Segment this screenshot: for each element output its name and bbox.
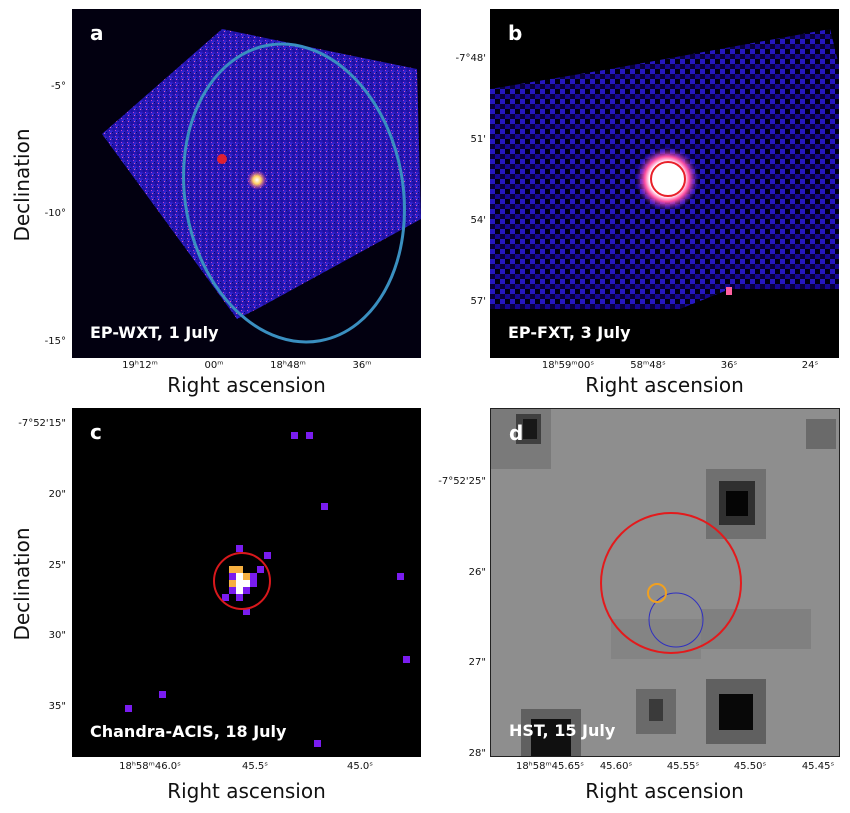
hst-image	[491, 409, 839, 756]
ytick: -5°	[51, 81, 66, 92]
ytick: -7°52'15"	[18, 418, 66, 429]
ytick: 35"	[48, 701, 66, 712]
ytick: 20"	[48, 489, 66, 500]
xtick: 24ˢ	[801, 360, 819, 371]
star-bottom-right	[706, 679, 766, 744]
ytick: 26"	[468, 567, 486, 578]
transient-source	[635, 147, 699, 211]
y-axis-label: Declination	[10, 527, 34, 641]
orange-position-circle	[647, 583, 667, 603]
blue-error-circle	[648, 592, 704, 648]
star-upper-right	[706, 469, 766, 539]
fxt-image	[490, 9, 839, 358]
ytick: -7°52'25"	[438, 476, 486, 487]
ytick: 57'	[470, 296, 486, 307]
panel-letter: a	[90, 21, 104, 45]
panel-letter: b	[508, 21, 523, 45]
panel-a-ep-wxt: a EP-WXT, 1 July	[72, 9, 421, 358]
ytick: -15°	[44, 336, 66, 347]
star-top-right	[806, 419, 836, 449]
xtick: 19ʰ12ᵐ	[122, 360, 158, 371]
ytick: 54'	[470, 215, 486, 226]
ytick: -7°48'	[455, 53, 486, 64]
xtick: 00ᵐ	[204, 360, 224, 371]
ytick: 30"	[48, 630, 66, 641]
red-error-circle	[600, 512, 742, 654]
source-core	[229, 566, 250, 594]
wxt-image	[72, 9, 421, 358]
xtick: 18ʰ58ᵐ46.0ˢ	[119, 761, 181, 772]
panel-caption: EP-FXT, 3 July	[508, 323, 631, 342]
xtick: 45.45ˢ	[801, 761, 835, 772]
ytick: 51'	[470, 134, 486, 145]
panel-c-chandra: c Chandra-ACIS, 18 July	[72, 408, 421, 757]
star-bottom-center	[636, 689, 676, 734]
panel-letter: d	[509, 421, 524, 445]
xtick: 18ʰ59ᵐ00ˢ	[541, 360, 595, 371]
panel-d-hst: d HST, 15 July	[490, 408, 840, 757]
y-axis-label: Declination	[10, 128, 34, 242]
star-top-left	[491, 409, 551, 469]
faint-source	[726, 287, 732, 295]
xtick: 45.50ˢ	[733, 761, 767, 772]
xtick: 45.60ˢ	[599, 761, 633, 772]
x-axis-label: Right ascension	[167, 373, 326, 397]
ytick: 25"	[48, 560, 66, 571]
transient-source	[247, 170, 267, 190]
xtick: 45.55ˢ	[666, 761, 700, 772]
xtick: 36ᵐ	[352, 360, 372, 371]
xtick: 58ᵐ48ˢ	[630, 360, 666, 371]
star-bottom-left	[521, 709, 581, 756]
panel-caption: EP-WXT, 1 July	[90, 323, 219, 342]
ytick: -10°	[44, 208, 66, 219]
xtick: 45.5ˢ	[242, 761, 268, 772]
xtick: 45.0ˢ	[347, 761, 373, 772]
xtick: 18ʰ48ᵐ	[270, 360, 306, 371]
chandra-image	[72, 408, 421, 757]
panel-letter: c	[90, 420, 102, 444]
source-circle	[213, 552, 271, 610]
x-axis-label: Right ascension	[585, 373, 744, 397]
xtick: 36ˢ	[720, 360, 738, 371]
x-axis-label: Right ascension	[585, 779, 744, 803]
panel-caption: HST, 15 July	[509, 721, 616, 740]
x-axis-label: Right ascension	[167, 779, 326, 803]
panel-caption: Chandra-ACIS, 18 July	[90, 722, 287, 741]
secondary-source	[217, 154, 227, 164]
ytick: 28"	[468, 748, 486, 759]
source-circle	[650, 161, 686, 197]
photon-events	[125, 432, 410, 747]
error-ellipse	[182, 42, 406, 344]
ytick: 27"	[468, 657, 486, 668]
panel-b-ep-fxt: b EP-FXT, 3 July	[490, 9, 839, 358]
xtick: 18ʰ58ᵐ45.65ˢ	[515, 761, 585, 772]
